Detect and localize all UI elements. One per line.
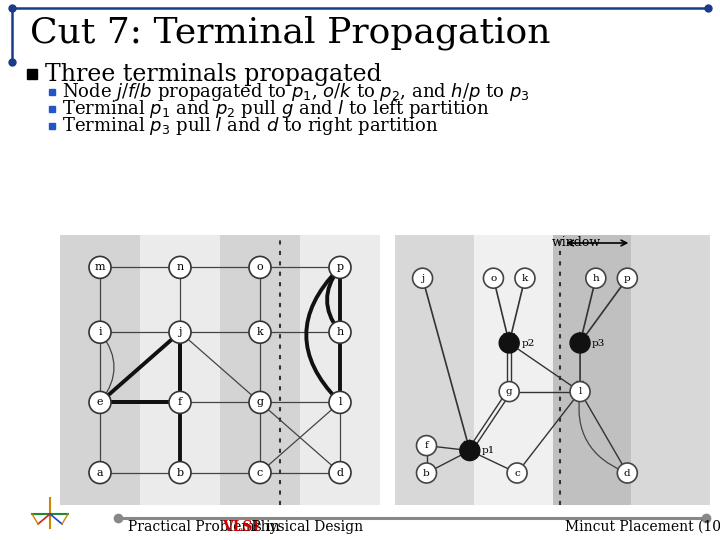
Circle shape xyxy=(169,256,191,279)
Text: b: b xyxy=(423,469,430,477)
Text: p3: p3 xyxy=(592,339,606,348)
Bar xyxy=(631,235,710,505)
Text: VLSI: VLSI xyxy=(222,520,259,534)
Circle shape xyxy=(169,462,191,484)
Circle shape xyxy=(329,462,351,484)
Circle shape xyxy=(499,333,519,353)
Text: Node $j$/$f$/$b$ propagated to $p_1$, $o$/$k$ to $p_2$, and $h$/$p$ to $p_3$: Node $j$/$f$/$b$ propagated to $p_1$, $o… xyxy=(62,81,530,103)
Text: m: m xyxy=(95,262,105,272)
Text: Terminal $p_3$ pull $l$ and $d$ to right partition: Terminal $p_3$ pull $l$ and $d$ to right… xyxy=(62,115,438,137)
Circle shape xyxy=(586,268,606,288)
Circle shape xyxy=(89,321,111,343)
Bar xyxy=(474,235,552,505)
Circle shape xyxy=(249,462,271,484)
Text: Terminal $p_1$ and $p_2$ pull $g$ and $l$ to left partition: Terminal $p_1$ and $p_2$ pull $g$ and $l… xyxy=(62,98,490,120)
Circle shape xyxy=(329,321,351,343)
Text: p: p xyxy=(336,262,343,272)
Text: c: c xyxy=(514,469,520,477)
Circle shape xyxy=(169,392,191,414)
Circle shape xyxy=(249,321,271,343)
Circle shape xyxy=(89,256,111,279)
Circle shape xyxy=(329,256,351,279)
Text: k: k xyxy=(256,327,264,337)
Text: o: o xyxy=(490,274,497,283)
Text: window: window xyxy=(552,237,600,249)
Text: h: h xyxy=(336,327,343,337)
Text: j: j xyxy=(179,327,181,337)
Circle shape xyxy=(416,463,436,483)
Bar xyxy=(140,235,220,505)
Circle shape xyxy=(249,392,271,414)
Text: o: o xyxy=(257,262,264,272)
Bar xyxy=(395,235,474,505)
Text: a: a xyxy=(96,468,103,477)
Circle shape xyxy=(515,268,535,288)
Text: b: b xyxy=(176,468,184,477)
Circle shape xyxy=(169,321,191,343)
Bar xyxy=(300,235,380,505)
Circle shape xyxy=(416,436,436,456)
Text: d: d xyxy=(624,469,631,477)
Text: n: n xyxy=(176,262,184,272)
Text: Three terminals propagated: Three terminals propagated xyxy=(45,63,382,85)
Bar xyxy=(220,235,300,505)
Text: p1: p1 xyxy=(482,446,495,455)
Text: c: c xyxy=(257,468,263,477)
Text: Practical Problems in: Practical Problems in xyxy=(128,520,284,534)
Bar xyxy=(552,235,631,505)
Text: e: e xyxy=(96,397,103,407)
Text: p: p xyxy=(624,274,631,283)
Bar xyxy=(60,235,140,505)
Circle shape xyxy=(89,392,111,414)
Text: p2: p2 xyxy=(521,339,534,348)
Circle shape xyxy=(617,463,637,483)
Circle shape xyxy=(413,268,433,288)
Text: Mincut Placement (10/12): Mincut Placement (10/12) xyxy=(565,520,720,534)
Text: g: g xyxy=(256,397,264,407)
Text: g: g xyxy=(506,387,513,396)
Circle shape xyxy=(570,382,590,402)
Circle shape xyxy=(460,441,480,461)
Text: f: f xyxy=(425,441,428,450)
Text: f: f xyxy=(178,397,182,407)
Text: k: k xyxy=(522,274,528,283)
Text: Cut 7: Terminal Propagation: Cut 7: Terminal Propagation xyxy=(30,16,551,50)
Circle shape xyxy=(617,268,637,288)
Circle shape xyxy=(499,382,519,402)
Text: Physical Design: Physical Design xyxy=(247,520,363,534)
Circle shape xyxy=(507,463,527,483)
Circle shape xyxy=(483,268,503,288)
Text: d: d xyxy=(336,468,343,477)
Text: j: j xyxy=(421,274,424,283)
Circle shape xyxy=(89,462,111,484)
Text: l: l xyxy=(578,387,582,396)
Text: l: l xyxy=(338,397,342,407)
Circle shape xyxy=(329,392,351,414)
Text: i: i xyxy=(98,327,102,337)
Circle shape xyxy=(570,333,590,353)
Circle shape xyxy=(249,256,271,279)
Text: h: h xyxy=(593,274,599,283)
